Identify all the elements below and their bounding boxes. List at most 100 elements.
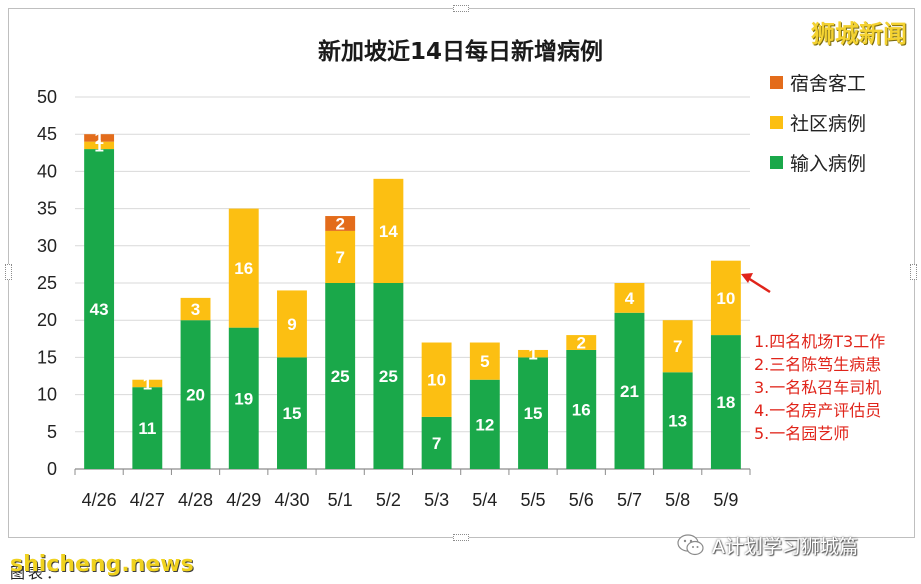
legend-swatch <box>770 75 783 89</box>
legend-swatch <box>770 115 783 129</box>
bar-segment <box>325 283 356 469</box>
resize-handle-top[interactable] <box>453 5 469 12</box>
data-label: 11 <box>138 419 156 438</box>
x-tick-label: 5/3 <box>424 490 449 510</box>
y-tick-label: 15 <box>37 347 57 367</box>
data-label: 15 <box>524 404 543 423</box>
data-label: 1 <box>94 136 103 155</box>
data-label: 7 <box>432 434 441 453</box>
y-tick-label: 45 <box>37 124 57 144</box>
x-tick-label: 4/28 <box>178 490 213 510</box>
y-tick-label: 0 <box>47 459 57 479</box>
data-label: 4 <box>625 289 635 308</box>
grid-lines <box>75 96 750 433</box>
note-line: 4.一名房产评估员 <box>754 401 882 420</box>
bar-segment <box>710 335 741 469</box>
chart-title: 新加坡近14日每日新增病例 <box>317 39 603 65</box>
legend-label: 宿舍客工 <box>790 72 867 95</box>
data-label: 43 <box>90 300 109 319</box>
annotation-arrow <box>747 276 771 294</box>
watermark-text: shicheng.news <box>10 552 194 577</box>
data-label: 25 <box>331 367 350 386</box>
y-tick-label: 10 <box>37 385 57 405</box>
x-tick-label: 5/4 <box>472 490 497 510</box>
y-tick-label: 40 <box>37 161 57 181</box>
bar-segment <box>84 134 115 142</box>
legend-item: 输入病例 <box>770 142 866 182</box>
wechat-icon <box>677 534 704 556</box>
note-line: 5.一名园艺师 <box>754 424 850 443</box>
data-label: 2 <box>335 214 344 233</box>
y-tick-label: 5 <box>47 422 57 442</box>
y-tick-label: 30 <box>37 236 57 256</box>
bar-segment <box>84 149 115 469</box>
bar-segment <box>518 349 548 358</box>
x-tick-label: 5/9 <box>713 490 738 510</box>
y-tick-label: 35 <box>37 199 57 219</box>
bar-segment <box>566 335 597 350</box>
bar-segment <box>662 320 693 373</box>
bar-segment <box>373 178 404 283</box>
note-line: 2.三名陈笃生病患 <box>754 355 882 374</box>
bar-segment <box>710 260 741 336</box>
bar-segment <box>277 290 307 358</box>
data-label: 15 <box>283 404 302 423</box>
data-label: 16 <box>572 400 591 419</box>
data-label: 9 <box>287 315 296 334</box>
data-label: 7 <box>673 337 682 356</box>
data-label: 5 <box>480 352 489 371</box>
resize-handle-right[interactable] <box>910 264 917 280</box>
bar-segment <box>84 141 115 150</box>
x-tick-label: 5/8 <box>665 490 690 510</box>
x-tick-label: 5/5 <box>521 490 546 510</box>
annotation-arrowhead <box>741 273 753 283</box>
data-label: 10 <box>427 371 446 390</box>
annotation-notes: 1.四名机场T3工作 2.三名陈笃生病患 3.一名私召车司机 4.一名房产评估员… <box>754 330 885 445</box>
resize-handle-left[interactable] <box>5 264 12 280</box>
bar-segment <box>614 312 645 469</box>
data-label: 21 <box>620 382 639 401</box>
x-tick-label: 5/6 <box>569 490 594 510</box>
brand-logo-text: 狮城新闻 <box>811 20 907 48</box>
y-tick-label: 20 <box>37 310 57 330</box>
bar-segment <box>566 349 597 469</box>
bars <box>84 134 741 469</box>
wechat-account-name: A计划学习狮城篇 <box>712 535 858 558</box>
bar-segment <box>180 297 211 321</box>
x-tick-label: 5/7 <box>617 490 642 510</box>
bar-segment <box>518 357 548 469</box>
bar-segment <box>325 230 356 283</box>
data-label: 7 <box>335 248 344 267</box>
legend-label: 输入病例 <box>790 152 867 175</box>
legend-item: 社区病例 <box>770 102 866 142</box>
bar-segment <box>373 283 404 469</box>
legend-item: 宿舍客工 <box>770 62 866 102</box>
x-tick-label: 5/1 <box>328 490 353 510</box>
bar-segment <box>469 342 500 380</box>
data-label: 19 <box>234 389 253 408</box>
legend-swatch <box>770 155 783 169</box>
bar-segment <box>614 283 645 313</box>
data-label: 1 <box>143 374 152 393</box>
wechat-badge: A计划学习狮城篇 <box>676 530 858 560</box>
note-line: 1.四名机场T3工作 <box>754 332 886 351</box>
resize-handle-bottom[interactable] <box>453 534 469 541</box>
x-tick-label: 4/30 <box>274 490 309 510</box>
bar-segment <box>132 387 163 469</box>
data-label: 2 <box>577 334 586 353</box>
x-tick-label: 5/2 <box>376 490 401 510</box>
bar-segment <box>469 379 500 469</box>
y-tick-label: 50 <box>37 87 57 107</box>
bar-segment <box>228 327 259 469</box>
x-tick-label: 4/26 <box>82 490 117 510</box>
note-line: 3.一名私召车司机 <box>754 378 882 397</box>
data-label: 13 <box>668 412 687 431</box>
bar-segment <box>228 208 259 328</box>
data-label: 1 <box>528 345 537 364</box>
bar-segment <box>325 216 356 231</box>
x-tick-label: 4/29 <box>226 490 261 510</box>
caption-text: 图表： <box>10 564 65 582</box>
data-label: 25 <box>379 367 398 386</box>
bar-segment <box>132 379 163 388</box>
